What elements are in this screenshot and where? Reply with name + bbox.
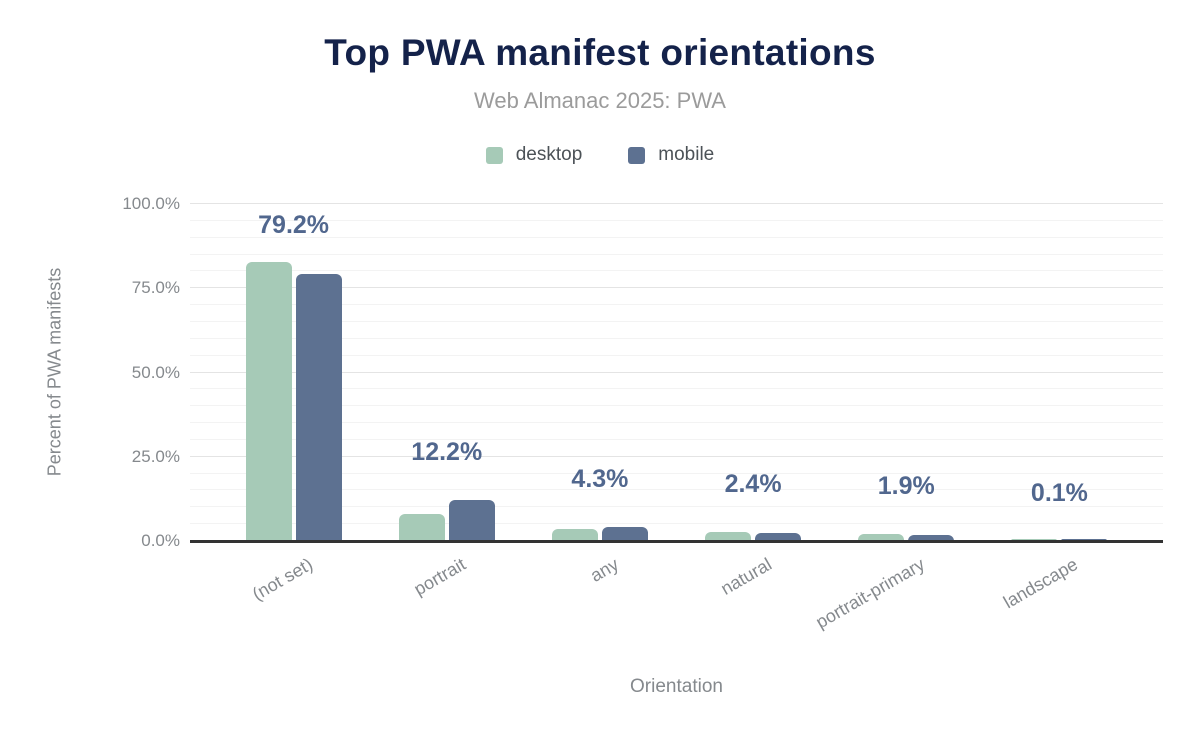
minor-gridline (190, 304, 1163, 306)
bar-group-natural (677, 204, 830, 541)
x-axis-title: Orientation (630, 676, 723, 697)
value-label: 2.4% (724, 469, 782, 498)
minor-gridline (190, 320, 1163, 322)
bar-group-portrait-primary (830, 204, 983, 541)
y-axis-ticks: 0.0% 25.0% 50.0% 75.0% 100.0% (0, 194, 180, 550)
bar-desktop-4[interactable] (858, 533, 905, 541)
x-tick-label: landscape (1000, 554, 1082, 613)
legend-item-mobile[interactable]: mobile (628, 144, 714, 166)
legend-swatch-desktop (485, 146, 503, 164)
y-tick-label: 100.0% (122, 194, 180, 213)
bar-desktop-3[interactable] (705, 531, 752, 541)
bar-desktop-0[interactable] (245, 262, 292, 541)
bar-mobile-4[interactable] (908, 534, 955, 541)
x-tick-label: portrait (410, 554, 469, 600)
minor-gridline (190, 523, 1163, 525)
minor-gridline (190, 236, 1163, 238)
legend-label-mobile: mobile (658, 144, 715, 165)
value-label: 79.2% (258, 211, 330, 239)
minor-gridline (190, 388, 1163, 390)
bar-group-not-set (217, 204, 370, 541)
y-tick-label: 0.0% (141, 531, 180, 550)
y-tick-label: 50.0% (131, 362, 180, 382)
bar-group-any (523, 204, 676, 541)
minor-gridline (190, 422, 1163, 424)
x-tick-label: (not set) (248, 554, 316, 605)
legend: desktop mobile (0, 144, 1200, 166)
x-axis-ticks: (not set) portrait any natural portrait-prim… (190, 554, 1163, 664)
minor-gridline (190, 337, 1163, 339)
value-label: 12.2% (411, 437, 483, 466)
legend-swatch-mobile (628, 146, 646, 164)
minor-gridline (190, 253, 1163, 255)
value-label: 4.3% (571, 464, 629, 493)
y-tick-label: 75.0% (131, 278, 180, 298)
bar-mobile-3[interactable] (755, 532, 802, 541)
chart-subtitle: Web Almanac 2025: PWA (474, 88, 726, 113)
minor-gridline (190, 472, 1163, 474)
major-gridline (190, 203, 1163, 204)
minor-gridline (190, 438, 1163, 440)
major-gridline (190, 287, 1163, 289)
major-gridline (190, 371, 1163, 373)
x-tick-label: portrait-primary (812, 554, 929, 633)
minor-gridline (190, 506, 1163, 508)
minor-gridline (190, 489, 1163, 491)
bar-mobile-0[interactable] (295, 274, 342, 541)
minor-gridline (190, 270, 1163, 272)
minor-gridline (190, 354, 1163, 356)
chart-title: Top PWA manifest orientations (324, 32, 876, 73)
plot-area: 79.2% 12.2% 4.3% 2.4% 1.9% 0.1% (190, 203, 1163, 541)
x-tick-label: natural (717, 554, 776, 599)
value-label: 0.1% (1030, 478, 1088, 507)
minor-gridline (190, 405, 1163, 407)
bar-desktop-1[interactable] (398, 513, 445, 541)
x-tick-label: any (586, 554, 622, 586)
bar-groups (217, 204, 1136, 541)
bar-mobile-1[interactable] (448, 499, 495, 541)
bar-desktop-2[interactable] (551, 528, 598, 541)
bar-mobile-2[interactable] (601, 526, 648, 541)
x-axis-line (190, 540, 1163, 543)
minor-gridline (190, 219, 1163, 221)
value-label: 1.9% (877, 471, 935, 500)
legend-label-desktop: desktop (515, 144, 583, 165)
major-gridline (190, 455, 1163, 457)
legend-item-desktop[interactable]: desktop (485, 144, 583, 166)
y-tick-label: 25.0% (131, 446, 180, 466)
bar-group-portrait (370, 204, 523, 541)
